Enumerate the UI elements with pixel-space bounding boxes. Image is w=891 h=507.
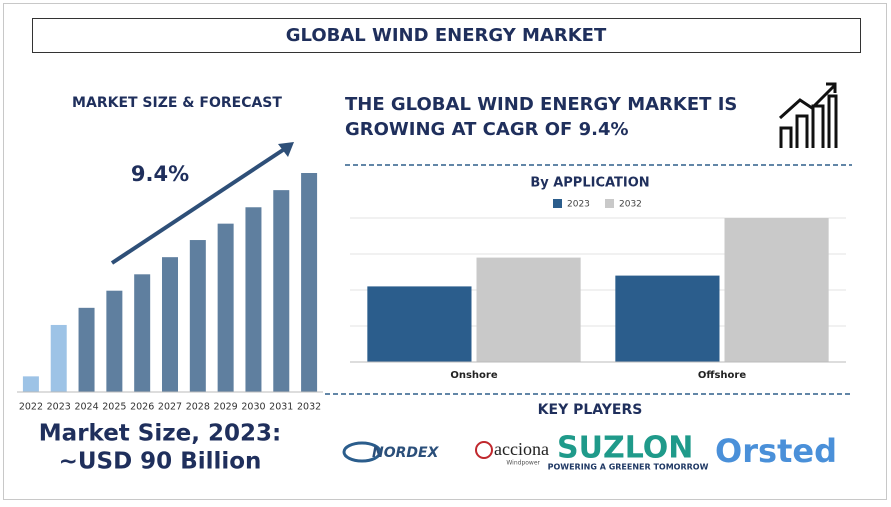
x-tick-label: 2030 [241, 402, 265, 413]
bar [22, 376, 39, 392]
x-tick-label: Offshore [698, 370, 746, 381]
x-tick-label: 2026 [130, 402, 154, 413]
title-box [32, 18, 861, 53]
outer-border [3, 3, 887, 500]
x-tick-label: 2029 [214, 402, 238, 413]
x-tick-label: 2023 [47, 402, 71, 413]
x-tick-label: Onshore [450, 370, 497, 381]
x-tick-label: 2032 [297, 402, 321, 413]
bar [189, 240, 206, 392]
bar [106, 290, 123, 392]
x-tick-label: 2028 [186, 402, 210, 413]
logo-icon [475, 441, 493, 459]
logo-tagline: POWERING A GREENER TOMORROW [548, 463, 709, 472]
market-size: ~USD 90 Billion [59, 449, 262, 475]
chart-title: MARKET SIZE & FORECAST [72, 95, 282, 111]
section-title: KEY PLAYERS [538, 402, 643, 418]
headline: GROWING AT CAGR OF 9.4% [345, 119, 629, 140]
logo: acciona [494, 439, 549, 459]
logo-tagline: Windpower [506, 460, 540, 467]
x-tick-label: 2022 [19, 402, 43, 413]
market-size: Market Size, 2023: [39, 421, 281, 447]
logo: SUZLON [557, 431, 693, 466]
logo: NORDEX [372, 445, 440, 461]
bar [78, 307, 95, 392]
growth-arrow [110, 146, 288, 265]
x-tick-label: 2025 [102, 402, 126, 413]
bar [134, 274, 151, 392]
bar [724, 218, 829, 362]
legend-swatch [553, 199, 562, 208]
x-tick-label: 2031 [269, 402, 293, 413]
bar [217, 223, 234, 392]
chart-title: By APPLICATION [530, 176, 649, 191]
legend-swatch [605, 199, 614, 208]
x-tick-label: 2027 [158, 402, 182, 413]
bar [50, 324, 67, 392]
growth-icon [778, 82, 838, 148]
logo-swoosh [342, 441, 382, 463]
bar [273, 190, 290, 392]
legend-label: 2032 [619, 200, 642, 210]
legend-label: 2023 [567, 200, 590, 210]
bar [367, 286, 472, 362]
page-title: GLOBAL WIND ENERGY MARKET [286, 25, 607, 46]
annotation: 9.4% [131, 162, 189, 186]
bar [476, 257, 581, 362]
bar [245, 207, 262, 392]
arrow-head [278, 142, 294, 157]
headline: THE GLOBAL WIND ENERGY MARKET IS [345, 94, 737, 115]
x-tick-label: 2024 [74, 402, 98, 413]
bar [301, 173, 318, 392]
bar [615, 275, 720, 362]
logo: Orsted [715, 432, 837, 470]
bar [162, 257, 178, 392]
